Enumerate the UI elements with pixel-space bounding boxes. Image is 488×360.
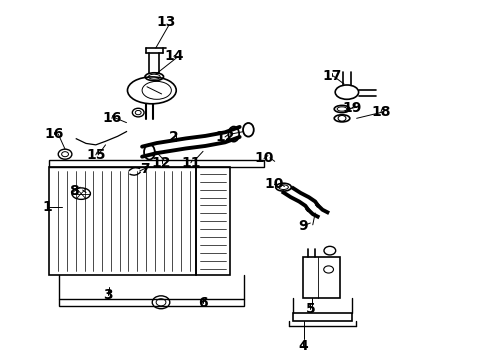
Bar [303, 257, 339, 298]
Text: 13: 13 [157, 15, 176, 29]
Text: 3: 3 [103, 288, 113, 302]
Text: 12: 12 [152, 156, 171, 170]
Text: 2: 2 [168, 130, 178, 144]
Text: 8: 8 [69, 184, 79, 198]
Text: 11: 11 [181, 156, 200, 170]
Text: 9: 9 [298, 219, 307, 233]
Bar [49, 159, 264, 167]
Text: 16: 16 [102, 111, 122, 125]
Text: 1: 1 [42, 200, 52, 214]
Text: 19: 19 [342, 101, 361, 115]
Text: 6: 6 [198, 296, 207, 310]
Text: 4: 4 [298, 339, 307, 353]
Text: 14: 14 [163, 49, 183, 63]
Text: 7: 7 [140, 162, 149, 176]
FancyArrowPatch shape [130, 172, 140, 175]
Bar [59, 299, 244, 306]
Text: 10: 10 [264, 177, 283, 191]
FancyArrowPatch shape [129, 168, 140, 171]
Text: 18: 18 [370, 105, 390, 119]
Bar [49, 167, 195, 275]
Text: 17: 17 [322, 69, 341, 83]
Bar [195, 167, 229, 275]
Text: 15: 15 [86, 148, 105, 162]
Text: 5: 5 [305, 302, 315, 316]
Bar [293, 314, 351, 320]
Text: 10: 10 [254, 152, 273, 166]
Text: 12: 12 [215, 130, 234, 144]
Text: 16: 16 [44, 127, 64, 141]
